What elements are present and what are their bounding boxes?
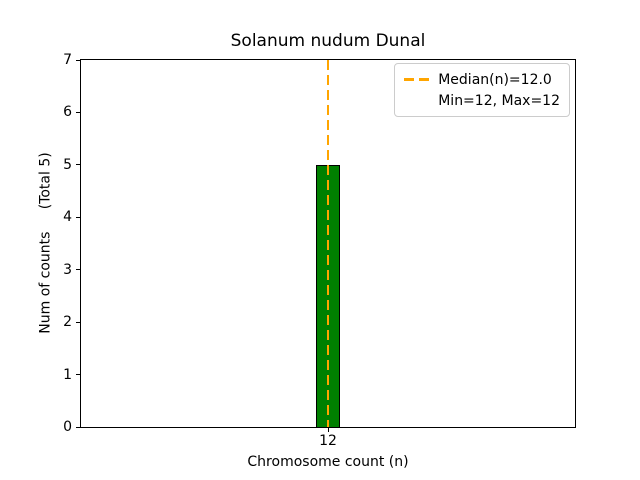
y-tick-mark	[76, 164, 80, 166]
legend-entry-median: Median(n)=12.0	[404, 69, 560, 90]
legend-entry-minmax: Min=12, Max=12	[404, 90, 560, 111]
y-tick-label: 0	[63, 419, 72, 435]
legend-median-label: Median(n)=12.0	[438, 71, 552, 88]
chart-title: Solanum nudum Dunal	[230, 31, 426, 51]
y-axis-label-text: Num of counts (Total 5)	[38, 151, 54, 334]
x-tick-label: 12	[319, 433, 337, 449]
x-tick-mark	[327, 428, 329, 432]
x-axis-label: Chromosome count (n)	[247, 454, 409, 470]
y-tick-label: 2	[63, 314, 72, 331]
y-tick-mark	[76, 269, 80, 271]
plot-area: Median(n)=12.0 Min=12, Max=12	[80, 59, 576, 428]
y-tick-label: 5	[63, 156, 72, 173]
y-tick-label: 6	[63, 104, 72, 121]
y-tick-mark	[76, 374, 80, 376]
y-tick-label: 3	[63, 261, 72, 278]
y-tick-label: 1	[63, 366, 72, 383]
y-tick-mark	[76, 111, 80, 113]
y-tick-label: 7	[63, 52, 72, 68]
legend-empty-marker	[404, 99, 429, 102]
y-tick-mark	[76, 59, 80, 61]
median-line	[327, 60, 329, 427]
y-tick-mark	[76, 321, 80, 323]
y-tick-label: 4	[63, 209, 72, 226]
legend-minmax-label: Min=12, Max=12	[438, 92, 560, 109]
legend: Median(n)=12.0 Min=12, Max=12	[394, 63, 570, 117]
y-tick-mark	[76, 216, 80, 218]
y-tick-mark	[76, 426, 80, 428]
median-dash-icon	[404, 78, 430, 81]
